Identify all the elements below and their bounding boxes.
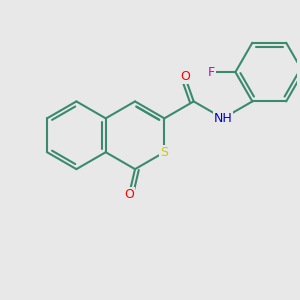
Text: O: O — [180, 70, 190, 83]
Text: O: O — [124, 188, 134, 201]
Text: NH: NH — [214, 112, 232, 125]
Text: S: S — [160, 146, 168, 159]
Text: F: F — [208, 66, 215, 79]
